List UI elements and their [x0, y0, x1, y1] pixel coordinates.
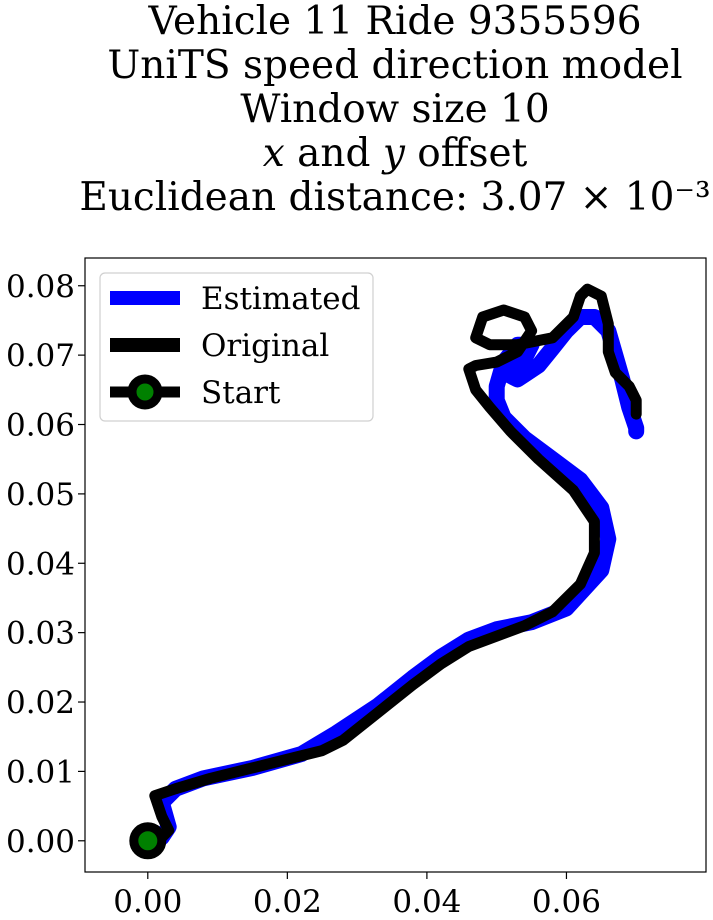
legend-estimated-label: Estimated: [201, 281, 360, 317]
legend-start-marker: [127, 374, 163, 410]
y-tick-label: 0.03: [6, 616, 75, 652]
x-tick-label: 0.00: [113, 884, 182, 920]
series-layer: [129, 283, 645, 860]
x-tick-label: 0.06: [532, 884, 601, 920]
y-tick-label: 0.06: [6, 408, 75, 444]
y-tick-label: 0.00: [6, 824, 75, 860]
start-marker: [129, 822, 167, 860]
title-line-5: Euclidean distance: 3.07 × 10⁻³: [79, 175, 711, 220]
x-axis: 0.00 0.02 0.04 0.06: [113, 872, 601, 920]
y-tick-label: 0.05: [6, 477, 75, 513]
legend: Estimated Original Start: [99, 272, 374, 422]
y-tick-label: 0.01: [6, 754, 75, 790]
legend-original-label: Original: [201, 328, 329, 364]
y-tick-label: 0.08: [6, 269, 75, 305]
y-tick-label: 0.07: [6, 338, 75, 374]
title-line-3: Window size 10: [240, 87, 550, 132]
x-tick-label: 0.04: [392, 884, 461, 920]
chart-title: Vehicle 11 Ride 9355596 UniTS speed dire…: [0, 0, 713, 220]
y-tick-label: 0.02: [6, 685, 75, 721]
legend-start-label: Start: [201, 375, 281, 411]
x-tick-label: 0.02: [253, 884, 322, 920]
title-line-2: UniTS speed direction model: [107, 43, 683, 88]
legend-box: [99, 272, 374, 422]
y-tick-label: 0.04: [6, 546, 75, 582]
series-original-line: [142, 283, 642, 847]
title-line-4: x and y offset: [262, 131, 528, 176]
axes-frame: [84, 257, 707, 873]
title-line-1: Vehicle 11 Ride 9355596: [148, 0, 642, 44]
y-axis: 0.00 0.01 0.02 0.03 0.04 0.05 0.06 0.07 0.08: [6, 269, 85, 860]
